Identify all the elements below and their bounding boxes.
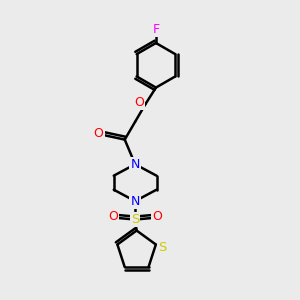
Text: S: S — [131, 213, 139, 226]
Text: F: F — [152, 23, 160, 36]
Text: O: O — [134, 96, 144, 109]
Text: O: O — [94, 127, 103, 140]
Text: O: O — [152, 210, 162, 224]
Text: N: N — [130, 158, 140, 171]
Text: N: N — [130, 195, 140, 208]
Text: S: S — [158, 241, 166, 254]
Text: O: O — [108, 210, 118, 224]
